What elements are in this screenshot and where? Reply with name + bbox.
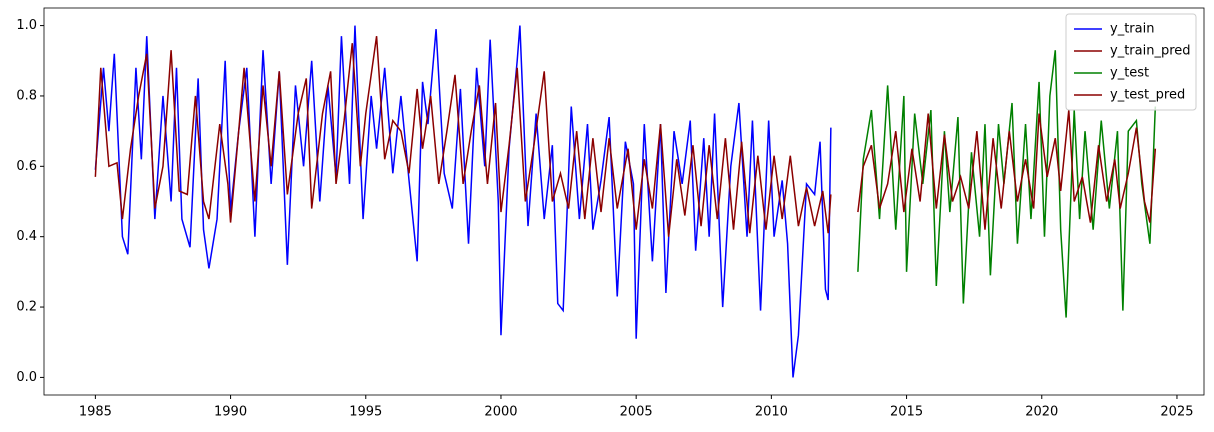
- plot-frame: [43, 7, 1205, 396]
- x-tick-label: 2000: [484, 405, 517, 420]
- x-tick-label: 2020: [1025, 405, 1058, 420]
- legend-label: y_train_pred: [1110, 44, 1191, 59]
- legend-label: y_test_pred: [1110, 88, 1185, 103]
- y-tick-label: 0.4: [16, 229, 37, 244]
- series-line: [857, 50, 1157, 318]
- y-tick-label: 1.0: [16, 18, 37, 33]
- series-line: [857, 109, 1157, 230]
- legend-label: y_test: [1110, 66, 1149, 81]
- x-tick-label: 1990: [214, 405, 247, 420]
- y-tick-label: 0.0: [16, 370, 37, 385]
- series-line: [94, 25, 832, 378]
- x-tick-label: 1985: [79, 405, 112, 420]
- legend-label: y_train: [1110, 22, 1154, 37]
- x-tick-label: 2010: [755, 405, 788, 420]
- x-tick-label: 2025: [1160, 405, 1193, 420]
- x-tick-label: 1995: [349, 405, 382, 420]
- y-tick-label: 0.2: [16, 300, 37, 315]
- y-tick-label: 0.6: [16, 159, 37, 174]
- x-tick-label: 2005: [620, 405, 653, 420]
- series-line: [94, 36, 832, 237]
- x-tick-label: 2015: [890, 405, 923, 420]
- legend: y_train y_train_pred y_test y_test_pred: [1065, 13, 1197, 111]
- legend-frame: [1065, 13, 1197, 111]
- y-tick-label: 0.8: [16, 88, 37, 103]
